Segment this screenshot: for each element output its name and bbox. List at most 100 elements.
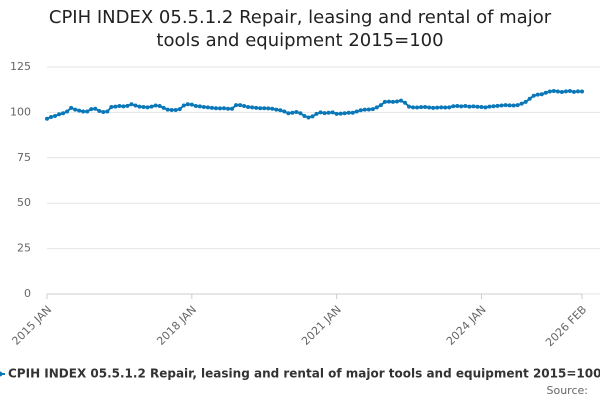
point bbox=[165, 107, 170, 112]
point bbox=[149, 104, 154, 109]
point bbox=[439, 105, 444, 110]
point bbox=[580, 89, 584, 94]
point bbox=[234, 103, 239, 108]
point bbox=[201, 104, 206, 109]
point bbox=[519, 101, 524, 106]
point bbox=[197, 104, 202, 109]
point bbox=[475, 104, 480, 109]
point bbox=[93, 106, 98, 111]
point bbox=[447, 105, 452, 110]
point bbox=[511, 103, 516, 108]
point bbox=[523, 99, 528, 104]
point bbox=[65, 109, 70, 114]
point bbox=[575, 89, 580, 94]
point bbox=[563, 89, 568, 94]
point bbox=[362, 107, 367, 112]
point bbox=[109, 104, 114, 109]
point bbox=[242, 104, 247, 109]
point bbox=[137, 104, 142, 109]
point bbox=[350, 110, 355, 115]
point bbox=[543, 90, 548, 95]
point bbox=[407, 104, 412, 109]
point bbox=[495, 103, 500, 108]
point bbox=[455, 104, 460, 109]
point bbox=[390, 99, 395, 104]
point bbox=[177, 107, 182, 112]
point bbox=[527, 96, 532, 101]
point bbox=[97, 108, 102, 113]
x-tick-label: 2026 FEB bbox=[543, 303, 589, 349]
point bbox=[503, 103, 508, 108]
point bbox=[310, 114, 315, 119]
point bbox=[298, 111, 303, 116]
point bbox=[61, 111, 66, 116]
point bbox=[153, 103, 158, 108]
point bbox=[89, 107, 94, 112]
point bbox=[415, 105, 420, 110]
point bbox=[463, 104, 468, 109]
point bbox=[57, 112, 62, 117]
point bbox=[306, 115, 311, 120]
point bbox=[483, 105, 488, 110]
point bbox=[53, 114, 58, 119]
source: Source: bbox=[547, 384, 589, 397]
point bbox=[567, 88, 572, 93]
x-tick-label: 2024 JAN bbox=[444, 303, 489, 348]
point bbox=[45, 116, 49, 121]
x-tick-label: 2021 JAN bbox=[299, 303, 344, 348]
y-tick-label: 75 bbox=[17, 151, 31, 164]
point bbox=[386, 99, 391, 104]
y-tick-label: 0 bbox=[24, 287, 31, 300]
point bbox=[81, 109, 86, 114]
point bbox=[427, 105, 432, 110]
point bbox=[77, 108, 82, 113]
point bbox=[173, 108, 178, 113]
point bbox=[189, 102, 194, 107]
point bbox=[334, 111, 339, 116]
point bbox=[555, 89, 560, 94]
point bbox=[547, 89, 552, 94]
point bbox=[145, 105, 150, 110]
point bbox=[169, 108, 174, 113]
x-tick-label: 2015 JAN bbox=[9, 303, 54, 348]
point bbox=[302, 114, 307, 119]
point bbox=[507, 103, 512, 108]
y-tick-label: 50 bbox=[17, 196, 31, 209]
point bbox=[531, 93, 536, 98]
point bbox=[318, 110, 323, 115]
point bbox=[161, 105, 166, 110]
point bbox=[370, 107, 375, 112]
point bbox=[443, 105, 448, 110]
legend-label: CPIH INDEX 05.5.1.2 Repair, leasing and … bbox=[8, 367, 600, 381]
point bbox=[374, 105, 379, 110]
point bbox=[133, 103, 138, 108]
point bbox=[226, 106, 231, 111]
point bbox=[382, 99, 387, 104]
point bbox=[342, 111, 347, 116]
point bbox=[258, 106, 263, 111]
point bbox=[238, 103, 243, 108]
point bbox=[423, 104, 428, 109]
point bbox=[539, 92, 544, 97]
point bbox=[250, 105, 255, 110]
point bbox=[326, 110, 331, 115]
point bbox=[69, 105, 74, 110]
chart-title: CPIH INDEX 05.5.1.2 Repair, leasing and … bbox=[48, 7, 552, 51]
point bbox=[419, 105, 424, 110]
point bbox=[266, 106, 271, 111]
point bbox=[185, 102, 190, 107]
point bbox=[459, 104, 464, 109]
point bbox=[378, 103, 383, 108]
point bbox=[515, 103, 520, 108]
x-tick-label: 2018 JAN bbox=[154, 303, 199, 348]
point bbox=[394, 99, 399, 104]
point bbox=[262, 106, 267, 111]
point bbox=[366, 107, 371, 112]
point bbox=[221, 106, 226, 111]
point bbox=[491, 104, 496, 109]
point bbox=[213, 106, 218, 111]
point bbox=[358, 108, 363, 113]
y-tick-label: 25 bbox=[17, 242, 31, 255]
